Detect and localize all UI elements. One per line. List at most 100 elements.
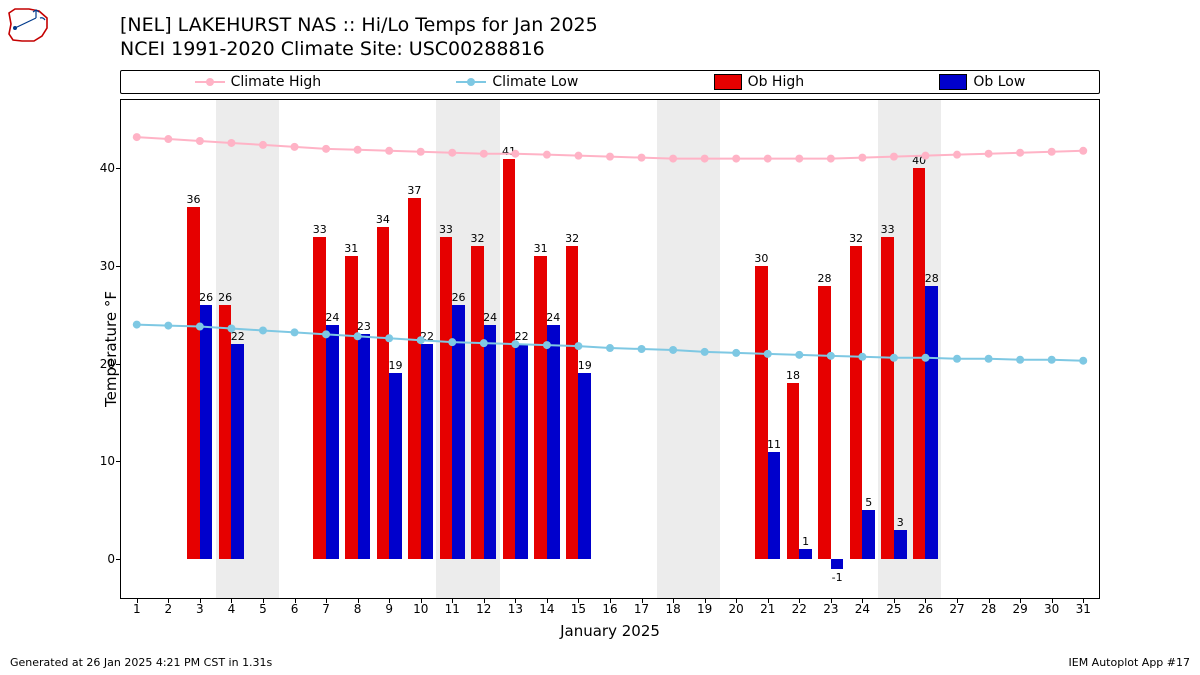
x-tick-label: 12 [476,602,491,616]
chart-area: Temperature °F January 2025 010203040123… [120,99,1100,599]
x-tick-label: 21 [760,602,775,616]
ob-high-bar-label: 30 [754,252,768,265]
ob-low-bar-label: 23 [357,320,371,333]
x-tick-label: 27 [949,602,964,616]
ob-low-bar [231,344,244,559]
ob-high-bar-label: 37 [407,184,421,197]
ob-high-bar [913,168,926,559]
x-tick-label: 17 [634,602,649,616]
y-axis-label: Temperature °F [102,291,120,407]
ob-low-bar [358,334,371,559]
x-tick-label: 5 [259,602,267,616]
legend-ob-high: Ob High [714,74,805,90]
y-tick-label: 20 [81,357,115,371]
ob-high-bar [219,305,232,559]
x-tick-label: 22 [792,602,807,616]
legend: Climate High Climate Low Ob High Ob Low [120,70,1100,94]
ob-high-bar-label: 31 [534,242,548,255]
ob-low-bar [389,373,402,559]
title-line1: [NEL] LAKEHURST NAS :: Hi/Lo Temps for J… [120,14,598,38]
legend-label: Ob Low [973,74,1025,90]
x-tick-label: 11 [445,602,460,616]
ob-high-bar [377,227,390,559]
x-tick-label: 1 [133,602,141,616]
ob-low-bar [547,325,560,559]
ob-high-bar-label: 33 [881,223,895,236]
x-tick-label: 16 [602,602,617,616]
ob-low-bar [421,344,434,559]
ob-low-bar-label: 24 [546,311,560,324]
x-tick-label: 28 [981,602,996,616]
x-tick-label: 23 [823,602,838,616]
ob-low-bar [925,286,938,559]
ob-low-bar [799,549,812,559]
weekend-band [657,100,720,598]
x-tick-label: 14 [539,602,554,616]
ob-low-bar [862,510,875,559]
ob-low-bar-label: 22 [231,330,245,343]
ob-low-bar [200,305,213,559]
ob-high-bar [787,383,800,559]
ob-low-bar-label: 5 [865,496,872,509]
x-axis-label: January 2025 [121,622,1099,640]
ob-high-bar [503,159,516,559]
x-tick-label: 25 [886,602,901,616]
x-tick-label: 26 [918,602,933,616]
legend-label: Climate Low [492,74,578,90]
y-tick-label: 10 [81,454,115,468]
ob-high-bar-label: 31 [344,242,358,255]
ob-high-bar [187,207,200,559]
ob-low-bar-label: 24 [325,311,339,324]
ob-high-bar [440,237,453,559]
x-tick-label: 6 [291,602,299,616]
ob-high-bar-label: 26 [218,291,232,304]
ob-low-bar [484,325,497,559]
ob-high-bar-label: 33 [439,223,453,236]
ob-low-bar-label: -1 [832,571,843,584]
legend-climate-high: Climate High [195,74,322,90]
ob-low-bar-label: 22 [515,330,529,343]
ob-high-bar [408,198,421,559]
x-tick-label: 24 [855,602,870,616]
x-tick-label: 29 [1012,602,1027,616]
ob-low-bar [894,530,907,559]
ob-low-bar-label: 1 [802,535,809,548]
ob-low-bar-label: 11 [767,438,781,451]
ob-high-bar-label: 36 [187,193,201,206]
chart-title: [NEL] LAKEHURST NAS :: Hi/Lo Temps for J… [120,14,598,62]
ob-high-bar [313,237,326,559]
x-tick-label: 4 [228,602,236,616]
ob-low-bar [452,305,465,559]
x-tick-label: 7 [322,602,330,616]
ob-low-bar [326,325,339,559]
ob-low-bar [768,452,781,559]
ob-high-bar [850,246,863,558]
x-tick-label: 9 [385,602,393,616]
x-tick-label: 3 [196,602,204,616]
ob-high-bar [566,246,579,558]
title-line2: NCEI 1991-2020 Climate Site: USC00288816 [120,38,598,62]
y-tick-label: 30 [81,259,115,273]
y-tick-label: 40 [81,161,115,175]
ob-high-bar-label: 28 [818,272,832,285]
y-tick-label: 0 [81,552,115,566]
x-tick-label: 18 [665,602,680,616]
ob-high-bar-label: 32 [470,232,484,245]
ob-low-bar-label: 3 [897,516,904,529]
x-tick-label: 19 [697,602,712,616]
ob-high-bar-label: 40 [912,154,926,167]
footer-generated: Generated at 26 Jan 2025 4:21 PM CST in … [10,656,272,669]
ob-low-bar-label: 19 [388,359,402,372]
ob-low-bar-label: 26 [199,291,213,304]
x-tick-label: 10 [413,602,428,616]
legend-climate-low: Climate Low [456,74,578,90]
ob-high-bar-label: 34 [376,213,390,226]
ob-high-bar [471,246,484,558]
x-tick-label: 13 [508,602,523,616]
x-tick-label: 8 [354,602,362,616]
ob-low-bar-label: 28 [925,272,939,285]
ob-high-bar [755,266,768,559]
ob-low-bar-label: 24 [483,311,497,324]
ob-high-bar [881,237,894,559]
footer-app: IEM Autoplot App #17 [1069,656,1191,669]
